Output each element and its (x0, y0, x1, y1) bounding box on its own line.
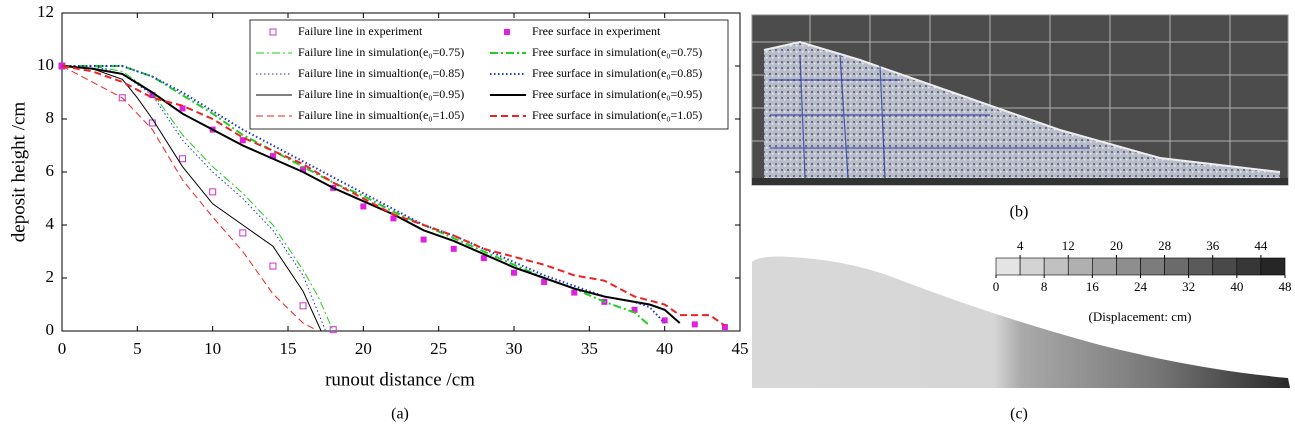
colorbar-tick-label: 44 (1254, 238, 1268, 253)
marker (541, 278, 548, 285)
colorbar-tick-label: 8 (1041, 279, 1048, 294)
y-tick-label: 4 (46, 214, 55, 233)
y-tick-label: 6 (46, 161, 55, 180)
x-tick-label: 30 (506, 339, 523, 358)
colorbar-tick-label: 20 (1110, 238, 1123, 253)
x-tick-label: 20 (355, 339, 372, 358)
colorbar-cell (1260, 257, 1286, 276)
marker (511, 269, 517, 276)
marker (420, 236, 427, 243)
colorbar-tick-label: 16 (1086, 279, 1100, 294)
marker (209, 188, 217, 196)
x-tick-label: 15 (280, 339, 297, 358)
colorbar-tick-label: 4 (1017, 238, 1024, 253)
caption: (c) (1010, 406, 1028, 423)
legend-label: Free surface in simulation(e₀=0.75) (532, 45, 702, 59)
marker (179, 105, 186, 112)
marker (480, 255, 487, 262)
marker (239, 137, 246, 144)
photo (751, 14, 1289, 186)
x-tick-label: 45 (732, 339, 749, 358)
y-tick-label: 10 (37, 55, 54, 74)
colorbar-tick-label: 0 (993, 279, 1000, 294)
legend-label: Free surface in simulation(e₀=1.05) (532, 108, 702, 122)
y-tick-label: 8 (46, 108, 55, 127)
legend-label: Free surface in simulation(e₀=0.85) (532, 66, 702, 80)
legend-box (249, 19, 729, 130)
x-tick-label: 35 (581, 339, 598, 358)
colorbar-tick-label: 40 (1230, 279, 1243, 294)
marker (390, 215, 397, 222)
simulation-deposit (752, 256, 1290, 388)
colorbar-cell (1212, 257, 1238, 276)
series-line (61, 65, 726, 327)
legend-label: Free surface in experiment (532, 24, 661, 38)
marker (269, 28, 277, 36)
marker (299, 302, 307, 310)
colorbar-cell (1188, 257, 1214, 276)
x-tick-label: 25 (430, 339, 447, 358)
colorbar-tick-label: 36 (1206, 238, 1220, 253)
colorbar-tick-label: 48 (1279, 279, 1292, 294)
legend-label: Failure line in simualtion(e₀=0.95) (298, 87, 464, 101)
y-axis-title: deposit height /cm (8, 102, 29, 243)
colorbar-cell (1164, 257, 1189, 276)
x-tick-label: 0 (58, 339, 67, 358)
marker (179, 155, 187, 163)
y-tick-label: 0 (46, 320, 55, 339)
colorbar-cell (1092, 257, 1117, 276)
series-line (62, 65, 334, 332)
marker (118, 94, 126, 102)
legend-label: Failure line in simualtion(e₀=1.05) (298, 108, 464, 122)
x-tick-label: 40 (656, 339, 673, 358)
colorbar-tick-label: 24 (1134, 279, 1148, 294)
marker (329, 326, 337, 334)
x-tick-label: 5 (133, 339, 142, 358)
x-axis-title: runout distance /cm (325, 369, 475, 390)
colorbar-label: (Displacement: cm) (1089, 309, 1192, 324)
legend-label: Failure line in simulation(e₀=0.75) (298, 45, 464, 59)
colorbar-tick-label: 28 (1158, 238, 1171, 253)
series-line (61, 65, 322, 332)
colorbar-cell (1140, 257, 1165, 276)
colorbar-cell (1043, 257, 1069, 276)
marker (360, 203, 367, 210)
x-tick-label: 10 (204, 339, 221, 358)
colorbar-cell (1067, 257, 1093, 276)
colorbar-cell (995, 257, 1021, 276)
colorbar-cell (1236, 257, 1262, 276)
marker (504, 29, 510, 35)
marker (691, 321, 698, 328)
caption: (a) (391, 406, 409, 423)
caption: (b) (1010, 204, 1029, 221)
marker (269, 262, 277, 270)
colorbar-cell (1019, 257, 1045, 276)
y-tick-label: 2 (46, 267, 55, 286)
legend-label: Free surface in simulation(e₀=0.95) (532, 87, 702, 101)
marker (239, 229, 247, 237)
legend-label: Failure line in simualtion(e₀=0.85) (298, 66, 464, 80)
colorbar-tick-label: 12 (1062, 238, 1075, 253)
marker (450, 245, 457, 252)
colorbar-tick-label: 32 (1182, 279, 1195, 294)
legend-label: Failure line in experiment (298, 24, 423, 38)
marker (571, 289, 578, 296)
colorbar-cell (1116, 257, 1141, 276)
y-tick-label: 12 (37, 2, 54, 21)
